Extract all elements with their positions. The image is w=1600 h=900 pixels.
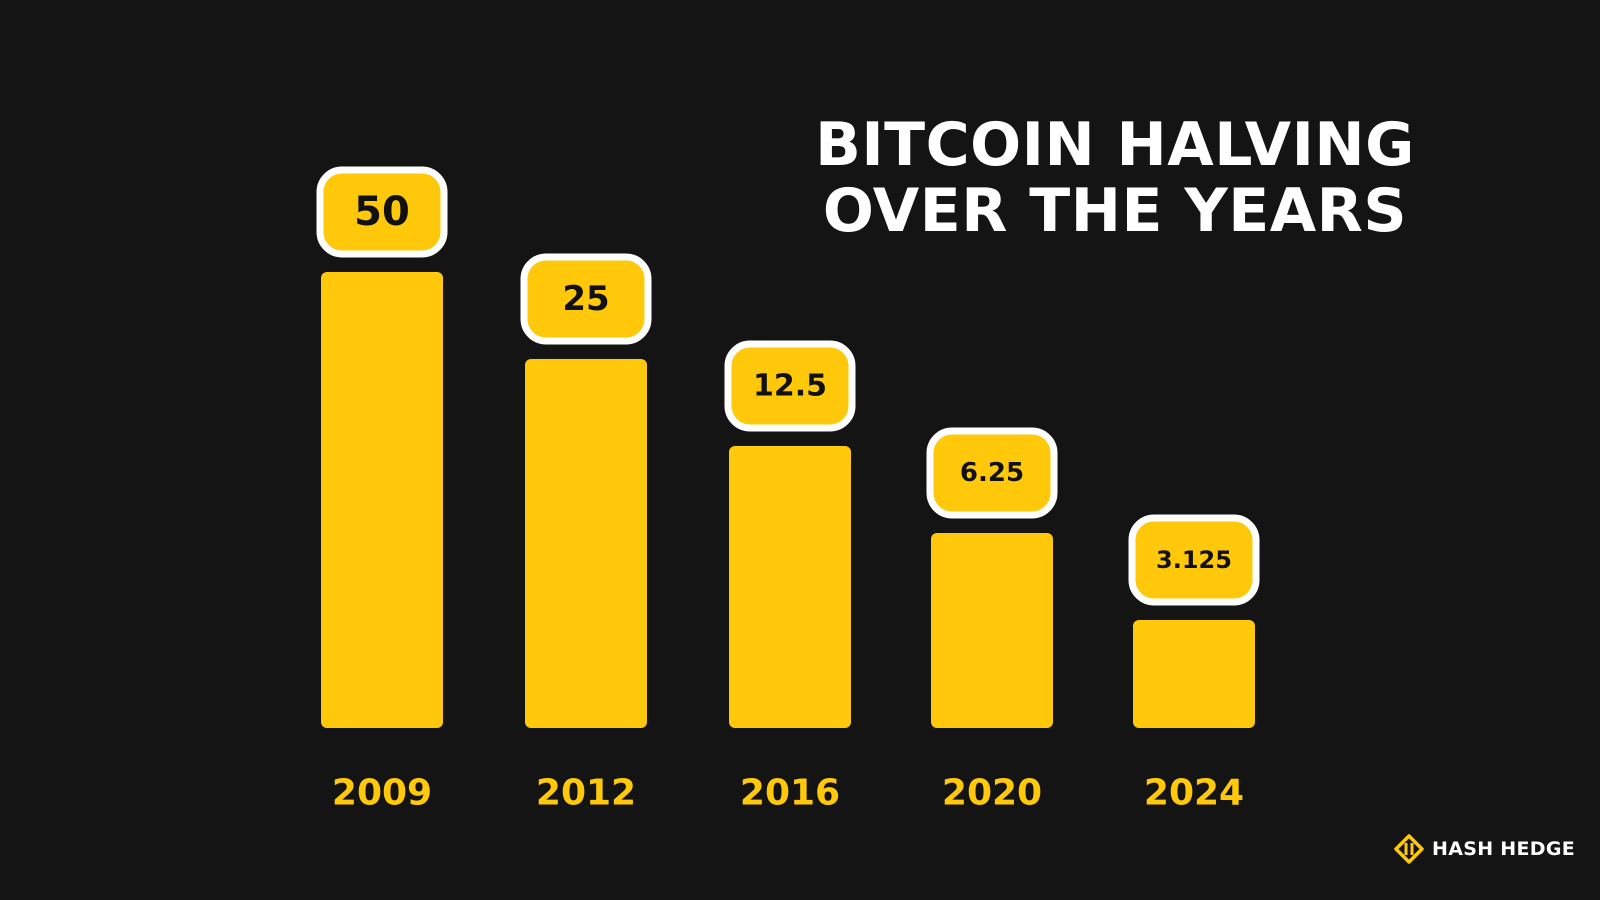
- chart-title-line-2: OVER THE YEARS: [822, 176, 1408, 246]
- year-label-2016: 2016: [740, 773, 840, 814]
- value-label-2016: 12.5: [753, 369, 827, 404]
- value-label-2009: 50: [354, 189, 410, 235]
- value-label-box-2009: [316, 166, 448, 258]
- bar-2012: [525, 359, 647, 728]
- value-label-2024: 3.125: [1156, 546, 1232, 574]
- year-label-2012: 2012: [536, 773, 636, 814]
- value-label-box-2016: [724, 340, 856, 432]
- year-label-2009: 2009: [332, 773, 432, 814]
- value-label-box-2012: [520, 253, 652, 345]
- year-label-2024: 2024: [1144, 773, 1244, 814]
- brand-logo: HASH HEDGE: [1394, 834, 1575, 864]
- chart-title-line-1: BITCOIN HALVING: [815, 110, 1415, 180]
- year-label-2020: 2020: [942, 773, 1042, 814]
- value-label-box-2024: [1128, 514, 1260, 606]
- value-label-box-2020: [926, 427, 1058, 519]
- bar-2020: [931, 533, 1053, 728]
- value-label-2020: 6.25: [960, 458, 1024, 488]
- chart-title: BITCOIN HALVING OVER THE YEARS: [770, 112, 1460, 244]
- bar-2009: [321, 272, 443, 728]
- bar-2016: [729, 446, 851, 728]
- bar-2024: [1133, 620, 1255, 728]
- hash-hedge-logo-icon: [1394, 834, 1424, 864]
- brand-name: HASH HEDGE: [1432, 838, 1576, 860]
- value-label-2012: 25: [562, 279, 609, 319]
